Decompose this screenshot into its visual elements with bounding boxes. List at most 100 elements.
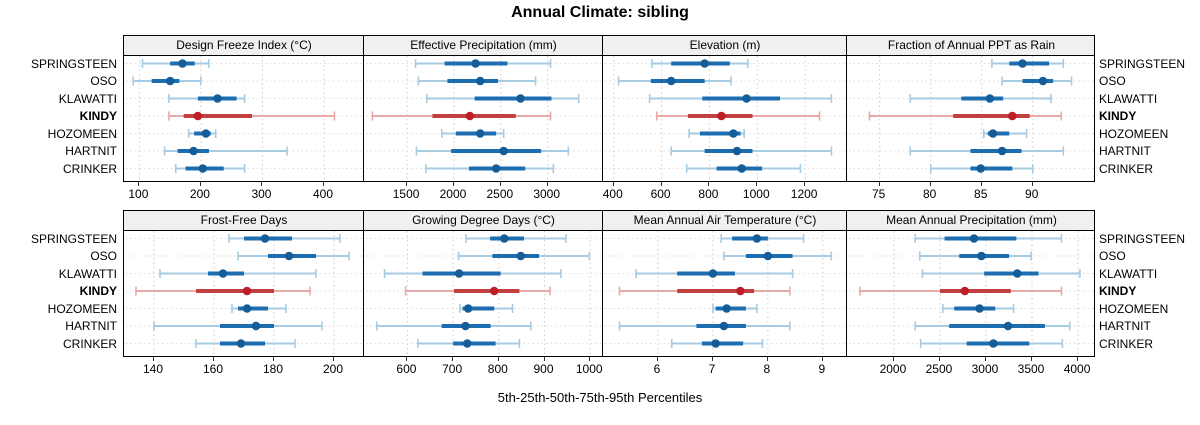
median-dot <box>736 286 745 296</box>
axis-tick <box>612 182 614 186</box>
site-label-left: KINDY <box>79 284 117 298</box>
axis-tick <box>984 357 986 361</box>
axis-tick <box>766 357 768 361</box>
axis-tick-label: 3500 <box>1017 362 1045 376</box>
axis-tick-label: 800 <box>487 362 508 376</box>
axis-tick-label: 600 <box>396 362 417 376</box>
median-dot <box>1012 269 1022 278</box>
panel-header: Mean Annual Air Temperature (°C) <box>633 213 817 227</box>
median-dot <box>260 234 270 243</box>
median-dot <box>985 94 995 103</box>
axis-tick <box>452 357 454 361</box>
axis-tick-label: 3000 <box>533 187 561 201</box>
median-dot <box>975 304 984 313</box>
axis-tick-label: 180 <box>262 362 284 376</box>
median-dot <box>1038 76 1048 86</box>
site-label-right: KINDY <box>1099 109 1137 123</box>
median-dot <box>165 76 175 86</box>
site-label-left: HOZOMEEN <box>47 301 117 316</box>
axis-tick <box>878 182 880 186</box>
axis-tick-label: 2500 <box>925 362 953 376</box>
median-dot <box>711 339 720 348</box>
axis-tick <box>138 182 140 186</box>
x-axis-caption: 5th-25th-50th-75th-95th Percentiles <box>497 390 703 405</box>
axis-tick <box>546 182 548 186</box>
panel-divider <box>846 231 847 356</box>
median-dot <box>251 321 261 331</box>
site-label-left: OSO <box>90 74 117 88</box>
panel-canvas <box>126 231 362 356</box>
axis-band: 100 200 300 400 1500 2000 2500 3000 400 600 800 100… <box>123 182 1095 201</box>
median-dot <box>708 269 718 278</box>
axis-tick-label: 85 <box>974 187 988 201</box>
panel-divider <box>602 231 603 356</box>
panel-divider <box>363 36 364 55</box>
site-label-right: CRINKER <box>1099 161 1154 176</box>
site-label-right: OSO <box>1099 249 1126 263</box>
axis-tick-label: 140 <box>142 362 164 376</box>
median-dot <box>989 339 998 348</box>
panel-canvas <box>605 231 845 356</box>
axis-tick <box>589 357 591 361</box>
panel-band <box>123 56 1095 182</box>
axis-tick <box>323 182 324 186</box>
median-dot <box>491 164 501 173</box>
axis-tick <box>497 357 499 361</box>
axis-tick-label: 2500 <box>486 187 514 201</box>
axis-tick-label: 90 <box>1025 187 1039 201</box>
panel-divider <box>846 211 847 230</box>
axis-tick <box>1031 357 1033 361</box>
panel-divider <box>846 36 847 55</box>
median-dot <box>201 129 211 138</box>
axis-tick <box>406 182 408 186</box>
axis-tick <box>153 357 154 361</box>
axis-tick <box>499 182 501 186</box>
axis-tick-label: 3000 <box>971 362 999 376</box>
site-label-right: KLAWATTI <box>1099 266 1158 281</box>
panel-canvas <box>366 56 601 181</box>
panel-header: Elevation (m) <box>689 38 761 52</box>
site-label-left: KLAWATTI <box>58 266 117 281</box>
chart-title: Annual Climate: sibling <box>511 4 689 21</box>
panel-divider <box>846 56 847 181</box>
axis-tick-label: 9 <box>818 362 826 376</box>
median-dot <box>198 164 208 173</box>
median-dot <box>763 251 773 261</box>
axis-tick <box>708 182 710 186</box>
median-dot <box>666 76 676 86</box>
panel-band <box>123 231 1095 357</box>
axis-tick <box>333 357 334 361</box>
axis-tick-label: 300 <box>251 187 272 201</box>
axis-tick-label: 1500 <box>392 187 420 201</box>
median-dot <box>189 146 198 156</box>
median-dot <box>1018 59 1027 68</box>
panel-divider <box>602 36 603 55</box>
axis-tick-label: 4000 <box>1063 362 1091 376</box>
axis-tick-label: 600 <box>650 187 671 201</box>
axis-tick <box>756 182 758 186</box>
axis-tick <box>656 357 658 361</box>
panel-header: Mean Annual Precipitation (mm) <box>886 213 1057 227</box>
site-label-left: SPRINGSTEEN <box>30 231 117 246</box>
axis-tick <box>452 182 454 186</box>
axis-tick <box>821 357 823 361</box>
axis-tick-label: 1000 <box>742 187 770 201</box>
median-dot <box>516 94 525 103</box>
median-dot <box>516 251 526 261</box>
axis-tick-label: 2000 <box>439 187 467 201</box>
median-dot <box>489 286 499 296</box>
site-label-right: OSO <box>1099 74 1126 88</box>
panel-divider <box>363 56 364 181</box>
axis-tick <box>980 182 982 186</box>
strip-band: Frost-Free Days Growing Degree Days (°C) M… <box>123 210 1095 231</box>
axis-tick <box>543 357 545 361</box>
axis-tick-label: 900 <box>533 362 554 376</box>
panel-header: Effective Precipitation (mm) <box>410 38 557 52</box>
axis-tick <box>261 182 263 186</box>
axis-tick <box>938 357 940 361</box>
median-dot <box>499 234 509 243</box>
median-dot <box>737 164 747 173</box>
site-label-left: HARTNIT <box>65 144 117 158</box>
axis-tick-label: 1000 <box>575 362 603 376</box>
median-dot <box>976 164 985 173</box>
